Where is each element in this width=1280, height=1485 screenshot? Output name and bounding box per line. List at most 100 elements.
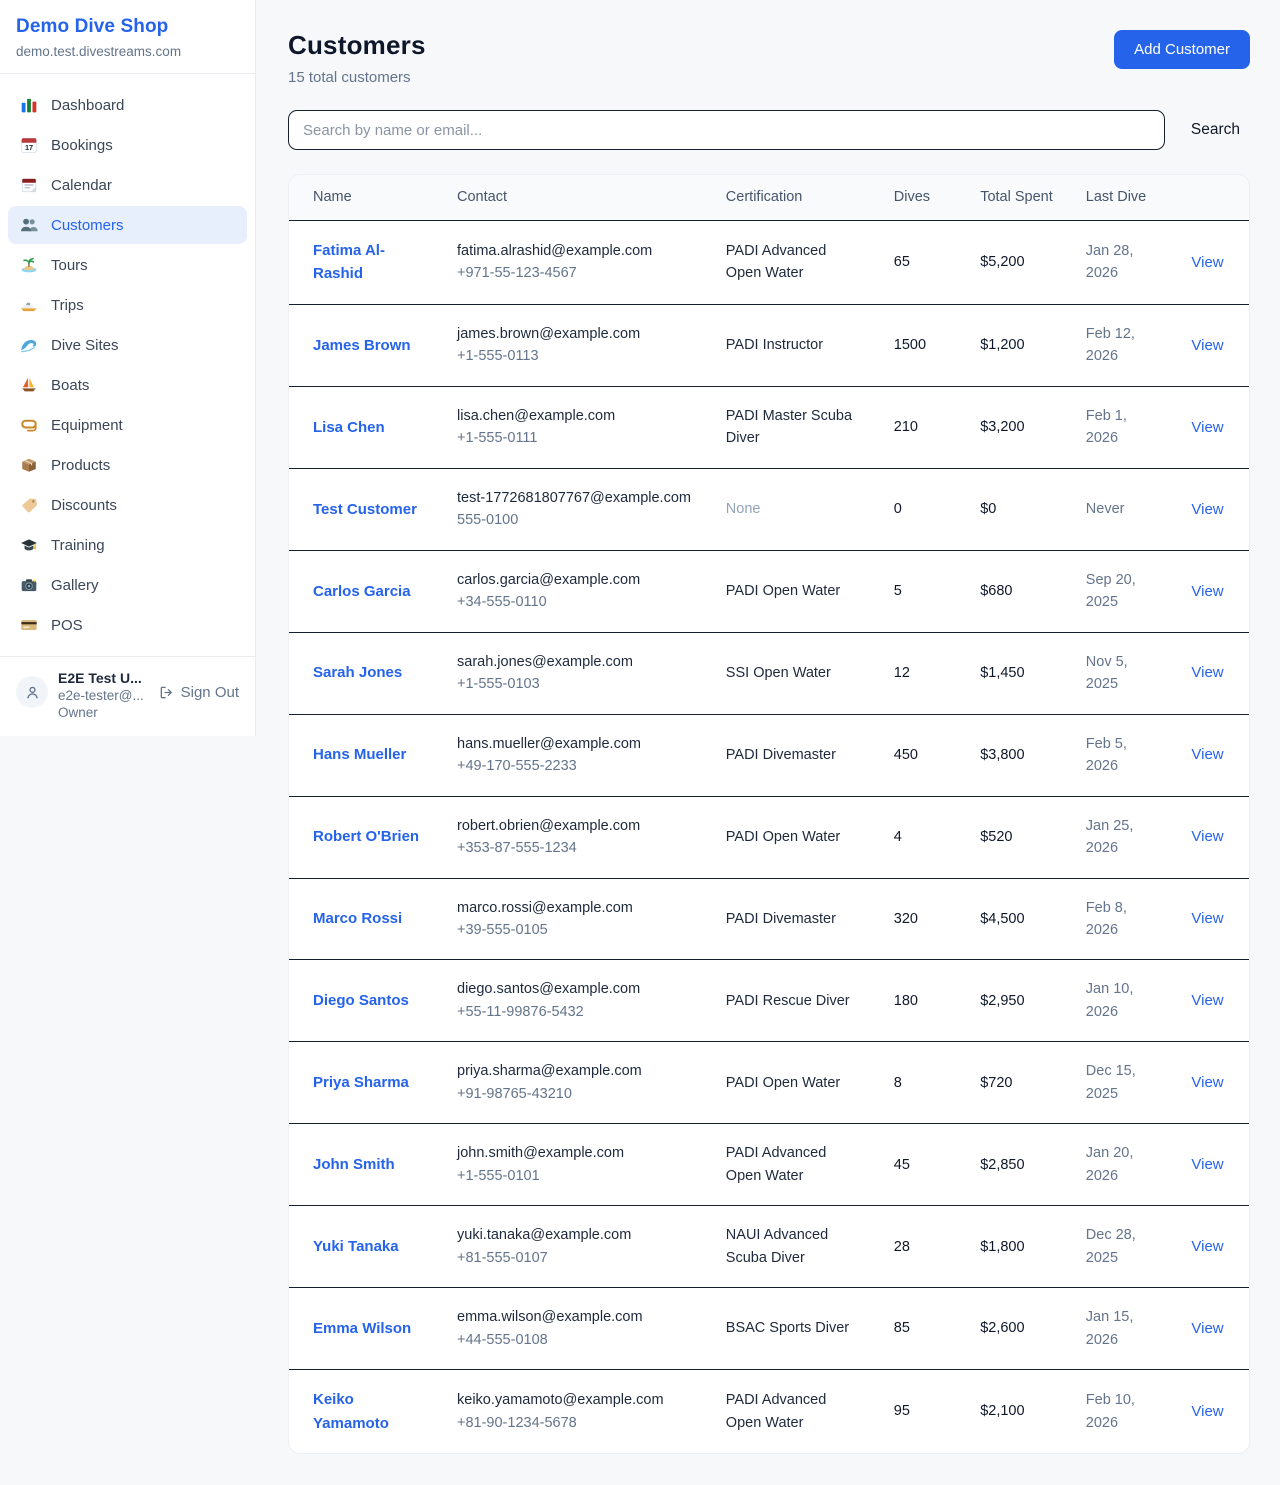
brand-block: Demo Dive Shop demo.test.divestreams.com <box>0 0 255 74</box>
view-customer-link[interactable]: View <box>1191 1319 1224 1337</box>
view-customer-link[interactable]: View <box>1191 1156 1224 1174</box>
table-row: Emma Wilson emma.wilson@example.com +44-55… <box>289 1287 1249 1370</box>
view-customer-link[interactable]: View <box>1191 828 1224 846</box>
table-row: Yuki Tanaka yuki.tanaka@example.com +81-55… <box>289 1205 1249 1288</box>
view-customer-link[interactable]: View <box>1191 418 1224 436</box>
customer-dives: 180 <box>893 992 918 1009</box>
view-customer-link[interactable]: View <box>1191 500 1224 518</box>
customer-last-dive: Jan 15, 2026 <box>1085 1309 1134 1348</box>
customer-total-spent: $2,600 <box>980 1320 1025 1337</box>
view-customer-link[interactable]: View <box>1191 910 1224 928</box>
sidebar-item-bookings[interactable]: 17 Bookings <box>8 126 247 164</box>
view-customer-link[interactable]: View <box>1191 1074 1224 1092</box>
customer-name-link[interactable]: Hans Mueller <box>313 746 407 764</box>
avatar <box>16 676 48 708</box>
customer-name-link[interactable]: Emma Wilson <box>313 1319 412 1337</box>
sidebar-item-dashboard[interactable]: Dashboard <box>8 86 247 124</box>
customer-contact: sarah.jones@example.com +1-555-0103 <box>457 653 633 693</box>
table-row: Robert O'Brien robert.obrien@example.com +… <box>289 796 1249 878</box>
calendar-17-icon: 17 <box>20 136 38 154</box>
search-input[interactable] <box>288 110 1165 150</box>
customer-name-link[interactable]: Marco Rossi <box>313 910 403 928</box>
customer-name-link[interactable]: Diego Santos <box>313 992 409 1010</box>
page-subtitle: 15 total customers <box>288 69 411 86</box>
view-customer-link[interactable]: View <box>1191 253 1224 271</box>
customer-name-link[interactable]: Carlos Garcia <box>313 582 411 600</box>
view-customer-link[interactable]: View <box>1191 1238 1224 1255</box>
customer-name-link[interactable]: Keiko Yamamoto <box>313 1391 389 1432</box>
customer-name-link[interactable]: James Brown <box>313 336 411 354</box>
sidebar-item-training[interactable]: Training <box>8 526 247 564</box>
sidebar-footer: E2E Test U... e2e-tester@... Owner Sign … <box>0 656 255 734</box>
customer-dives: 1500 <box>893 337 927 354</box>
sidebar-item-tours[interactable]: Tours <box>8 246 247 284</box>
search-button[interactable]: Search <box>1165 121 1250 139</box>
page-title: Customers <box>288 30 426 60</box>
view-customer-link[interactable]: View <box>1191 1402 1224 1420</box>
sidebar-item-products[interactable]: Products <box>8 446 247 484</box>
sidebar-item-label: Boats <box>51 376 90 394</box>
sign-out-button[interactable]: Sign Out <box>159 684 239 701</box>
user-role: Owner <box>58 705 98 720</box>
sidebar-item-calendar[interactable]: Calendar <box>8 166 247 204</box>
sidebar-item-pos[interactable]: POS <box>8 606 247 644</box>
sidebar-item-gallery[interactable]: Gallery <box>8 566 247 604</box>
sidebar-item-label: Customers <box>51 216 124 234</box>
view-customer-link[interactable]: View <box>1191 664 1224 682</box>
column-header-dives: Dives <box>893 189 931 205</box>
customer-total-spent: $1,450 <box>980 664 1025 681</box>
customer-total-spent: $2,850 <box>980 1156 1025 1173</box>
customer-total-spent: $520 <box>980 828 1013 845</box>
sidebar-item-label: Dive Sites <box>51 336 119 354</box>
customer-contact: james.brown@example.com +1-555-0113 <box>457 325 641 365</box>
view-customer-link[interactable]: View <box>1191 746 1224 764</box>
customer-total-spent: $680 <box>980 583 1013 599</box>
speedboat-icon <box>20 296 38 314</box>
customer-name-link[interactable]: John Smith <box>313 1156 395 1174</box>
column-header-total-spent: Total Spent <box>980 189 1053 205</box>
customer-last-dive: Never <box>1085 501 1125 518</box>
table-row: James Brown james.brown@example.com +1-555… <box>289 304 1249 386</box>
sidebar-item-equipment[interactable]: Equipment <box>8 406 247 444</box>
customer-last-dive: Jan 25, 2026 <box>1085 817 1134 857</box>
customer-last-dive: Jan 28, 2026 <box>1085 243 1134 282</box>
customer-total-spent: $3,200 <box>980 419 1025 436</box>
brand-name[interactable]: Demo Dive Shop <box>16 16 169 37</box>
view-customer-link[interactable]: View <box>1191 336 1224 354</box>
table-row: Diego Santos diego.santos@example.com +55-… <box>289 959 1249 1042</box>
customer-name-link[interactable]: Fatima Al-Rashid <box>313 242 385 283</box>
customer-dives: 5 <box>893 583 902 599</box>
customer-total-spent: $1,800 <box>980 1238 1025 1255</box>
view-customer-link[interactable]: View <box>1191 582 1224 600</box>
customer-name-link[interactable]: Robert O'Brien <box>313 828 420 846</box>
sidebar-item-label: Tours <box>51 256 88 274</box>
customer-total-spent: $2,100 <box>980 1403 1025 1420</box>
view-customer-link[interactable]: View <box>1191 992 1224 1010</box>
customer-contact: yuki.tanaka@example.com +81-555-0107 <box>457 1227 632 1266</box>
customer-certification: PADI Open Water <box>725 828 841 845</box>
customer-certification: PADI Advanced Open Water <box>725 1145 827 1184</box>
sidebar-item-boats[interactable]: Boats <box>8 366 247 404</box>
customer-name-link[interactable]: Lisa Chen <box>313 418 385 436</box>
sidebar-item-trips[interactable]: Trips <box>8 286 247 324</box>
customer-last-dive: Feb 10, 2026 <box>1085 1392 1135 1431</box>
sidebar-item-discounts[interactable]: Discounts <box>8 486 247 524</box>
customer-contact: john.smith@example.com +1-555-0101 <box>457 1145 625 1184</box>
sidebar-item-customers[interactable]: Customers <box>8 206 247 244</box>
add-customer-button[interactable]: Add Customer <box>1114 30 1250 69</box>
column-header-contact: Contact <box>457 189 507 205</box>
sidebar-nav: Dashboard 17 Bookings Calendar Customers Tour… <box>0 74 255 656</box>
customer-name-link[interactable]: Yuki Tanaka <box>313 1238 399 1255</box>
table-header-row: Name Contact Certification Dives Total Spent… <box>289 175 1249 221</box>
sidebar: Demo Dive Shop demo.test.divestreams.com… <box>0 0 256 736</box>
customer-name-link[interactable]: Sarah Jones <box>313 664 403 682</box>
sidebar-item-dive-sites[interactable]: Dive Sites <box>8 326 247 364</box>
table-row: Carlos Garcia carlos.garcia@example.com +3… <box>289 550 1249 632</box>
column-header-name: Name <box>313 189 352 205</box>
customer-name-link[interactable]: Test Customer <box>313 500 417 518</box>
customer-certification: SSI Open Water <box>725 664 831 681</box>
sidebar-item-label: Trips <box>51 296 84 314</box>
customer-total-spent: $720 <box>980 1074 1013 1091</box>
table-row: Priya Sharma priya.sharma@example.com +91-… <box>289 1041 1249 1124</box>
customer-name-link[interactable]: Priya Sharma <box>313 1074 409 1092</box>
